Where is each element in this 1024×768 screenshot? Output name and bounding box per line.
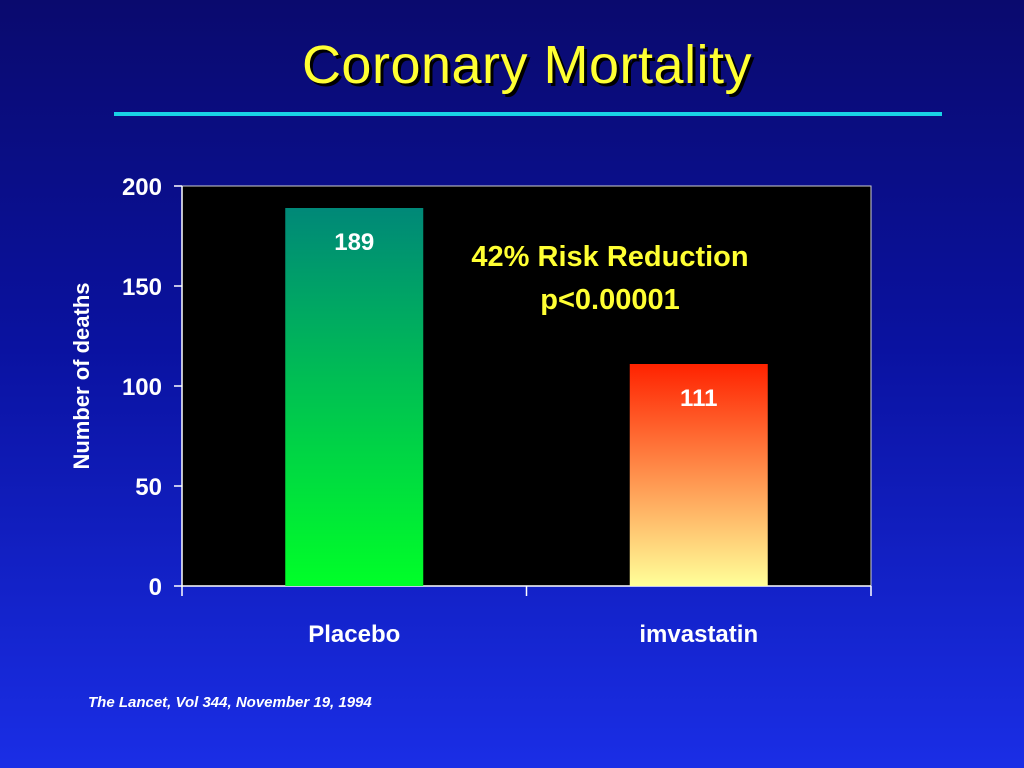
y-tick-label: 200 xyxy=(122,174,162,201)
y-tick-label: 150 xyxy=(122,274,162,301)
title-underline xyxy=(114,112,942,116)
bar-value-label: 111 xyxy=(680,385,717,412)
y-tick-label: 100 xyxy=(122,374,162,401)
y-tick-label: 50 xyxy=(135,474,162,501)
bar-placebo xyxy=(285,208,424,586)
page-title: Coronary Mortality xyxy=(301,35,753,95)
y-axis-title: Number of deaths xyxy=(69,282,94,469)
p-value-text: p<0.00001 xyxy=(540,284,680,316)
y-tick-label: 0 xyxy=(149,574,162,601)
citation: The Lancet, Vol 344, November 19, 1994 xyxy=(88,694,372,711)
bar-value-label: 189 xyxy=(334,229,374,256)
bar-imvastatin xyxy=(629,364,768,586)
risk-annotation: 42% Risk Reduction p<0.00001 xyxy=(430,236,790,322)
risk-reduction-text: 42% Risk Reduction xyxy=(471,241,749,273)
x-category-label: Placebo xyxy=(308,621,400,648)
x-category-label: imvastatin xyxy=(639,621,758,648)
